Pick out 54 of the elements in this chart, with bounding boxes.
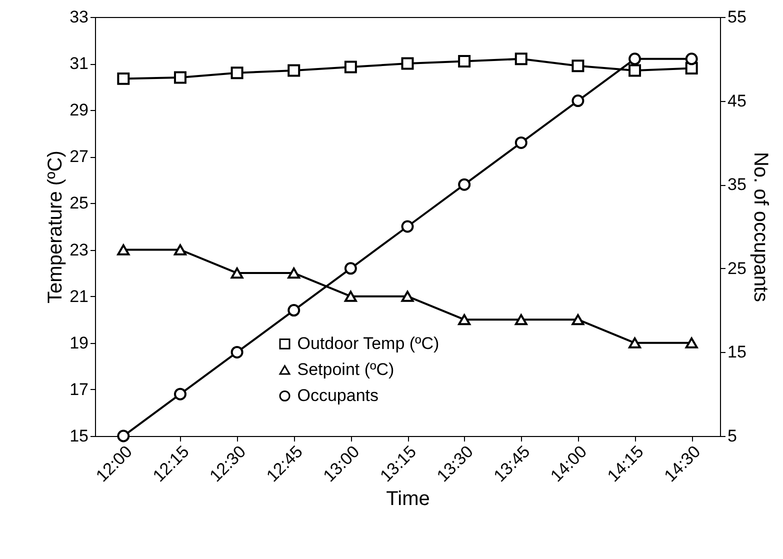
- point: [174, 388, 186, 400]
- point: [514, 314, 528, 326]
- point: [117, 244, 130, 256]
- point: [458, 314, 471, 326]
- point: [230, 268, 244, 279]
- y-tick-label: 15: [70, 426, 88, 446]
- y2-tick-label: 35: [728, 175, 746, 194]
- point: [230, 66, 244, 80]
- point: [628, 337, 642, 348]
- y-tick-label: 19: [70, 333, 88, 352]
- point: [344, 290, 357, 302]
- y-tick-label: 33: [70, 8, 88, 26]
- point: [401, 220, 414, 233]
- y2-tick-label: 55: [728, 8, 746, 26]
- point: [514, 52, 528, 66]
- point: [174, 71, 186, 84]
- y2-tick-label: 25: [728, 258, 746, 278]
- point: [685, 52, 698, 66]
- y-tick-label: 29: [70, 100, 88, 120]
- point: [288, 64, 300, 77]
- point: [572, 60, 584, 72]
- point: [344, 262, 357, 275]
- y-tick-label: 21: [70, 286, 88, 306]
- y-tick-label: 31: [70, 54, 88, 74]
- point: [572, 314, 584, 326]
- point: [458, 178, 471, 191]
- y-axis-title: Temperature (ºC): [44, 150, 67, 304]
- point: [458, 54, 471, 68]
- point: [514, 136, 528, 149]
- x-axis-title: Time: [386, 488, 430, 510]
- y2-axis-title: No. of occupants: [749, 152, 772, 302]
- point: [572, 94, 584, 108]
- point: [230, 346, 244, 358]
- point: [288, 304, 300, 317]
- point: [288, 268, 300, 279]
- y-tick-label: 23: [70, 240, 88, 260]
- legend-label: Outdoor Temp (ºC): [297, 334, 440, 353]
- point: [628, 64, 642, 77]
- point: [401, 290, 414, 302]
- point: [117, 430, 130, 442]
- y-tick-label: 17: [70, 380, 88, 399]
- y2-tick-label: 15: [728, 342, 746, 362]
- legend-label: Occupants: [297, 386, 379, 405]
- y2-tick-label: 45: [728, 91, 746, 110]
- point: [628, 52, 642, 66]
- y2-tick-label: 5: [728, 426, 737, 446]
- point: [344, 60, 357, 74]
- point: [401, 57, 414, 70]
- point: [174, 244, 186, 256]
- point: [117, 72, 130, 85]
- point: [685, 337, 698, 348]
- y-tick-label: 25: [70, 194, 88, 213]
- legend-label: Setpoint (ºC): [297, 360, 394, 379]
- y-tick-label: 27: [70, 147, 88, 166]
